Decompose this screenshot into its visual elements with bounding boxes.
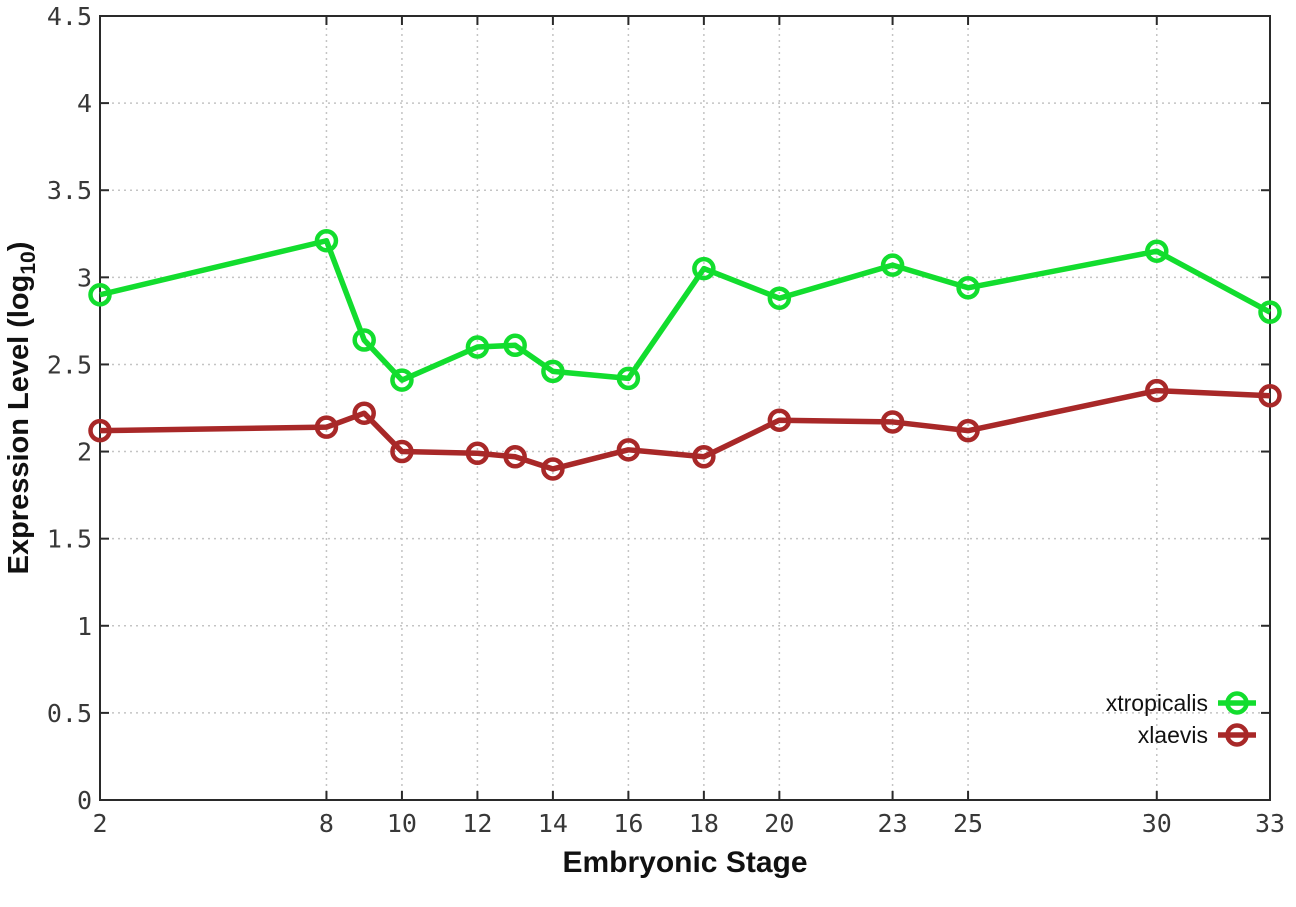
- legend-label-xtropicalis: xtropicalis: [1106, 690, 1208, 716]
- y-tick-label: 1.5: [47, 525, 92, 554]
- series-marker-xtropicalis: [616, 366, 641, 391]
- series-marker-xlaevis: [1145, 378, 1169, 403]
- y-tick-label: 4.5: [47, 2, 92, 31]
- x-tick-label: 10: [387, 809, 417, 838]
- series-marker-xtropicalis: [503, 333, 527, 358]
- series-marker-xlaevis: [616, 438, 641, 462]
- y-axis-label: Expression Level (log10): [3, 242, 40, 575]
- y-tick-label: 2: [77, 438, 92, 467]
- series-marker-xtropicalis: [1145, 239, 1169, 263]
- series-marker-xtropicalis: [352, 328, 376, 352]
- series-marker-xlaevis: [1258, 384, 1282, 408]
- series-marker-xlaevis: [541, 457, 565, 481]
- x-tick-label: 20: [764, 809, 794, 838]
- series-marker-xtropicalis: [390, 368, 414, 392]
- series-line-xlaevis: [99, 387, 1271, 472]
- series-marker-xtropicalis: [465, 335, 490, 359]
- y-tick-label: 0.5: [47, 699, 92, 728]
- series-marker-xlaevis: [956, 418, 980, 443]
- series-marker-xlaevis: [692, 445, 716, 469]
- series-marker-xlaevis: [314, 415, 339, 439]
- legend-sample-marker-xtropicalis: [1225, 691, 1249, 715]
- x-tick-label: 16: [613, 809, 643, 838]
- y-tick-label: 2.5: [47, 350, 92, 379]
- y-tick-label: 3.5: [47, 176, 92, 205]
- x-tick-label: 25: [953, 809, 983, 838]
- x-tick-label: 33: [1255, 809, 1285, 838]
- y-tick-label: 3: [77, 263, 92, 292]
- series-marker-xlaevis: [767, 408, 792, 432]
- series-marker-xtropicalis: [880, 253, 905, 277]
- y-tick-label: 0: [77, 786, 92, 815]
- x-tick-label: 2: [92, 809, 107, 838]
- legend-label-xlaevis: xlaevis: [1138, 722, 1208, 748]
- x-tick-label: 12: [462, 809, 492, 838]
- series-marker-xlaevis: [503, 445, 527, 469]
- series-marker-xtropicalis: [541, 359, 565, 384]
- x-tick-label: 18: [689, 809, 719, 838]
- x-tick-label: 14: [538, 809, 568, 838]
- series-marker-xtropicalis: [88, 283, 112, 307]
- legend-sample-marker-xlaevis: [1225, 723, 1249, 747]
- series-marker-xtropicalis: [1258, 300, 1282, 324]
- y-tick-label: 4: [77, 89, 92, 118]
- x-tick-label: 8: [319, 809, 334, 838]
- series-marker-xlaevis: [88, 418, 112, 443]
- x-tick-label: 23: [878, 809, 908, 838]
- y-tick-label: 1: [77, 612, 92, 641]
- series-marker-xtropicalis: [767, 286, 792, 310]
- x-tick-label: 30: [1142, 809, 1172, 838]
- series-marker-xtropicalis: [314, 228, 339, 253]
- series-marker-xlaevis: [465, 441, 490, 466]
- series-marker-xlaevis: [390, 439, 414, 464]
- series-marker-xtropicalis: [956, 276, 980, 300]
- series-marker-xlaevis: [352, 401, 376, 425]
- x-axis-label: Embryonic Stage: [562, 846, 807, 879]
- series-marker-xlaevis: [880, 410, 905, 434]
- series-line-xtropicalis: [99, 237, 1272, 383]
- plot-border: [99, 15, 1271, 801]
- series-marker-xtropicalis: [692, 256, 716, 281]
